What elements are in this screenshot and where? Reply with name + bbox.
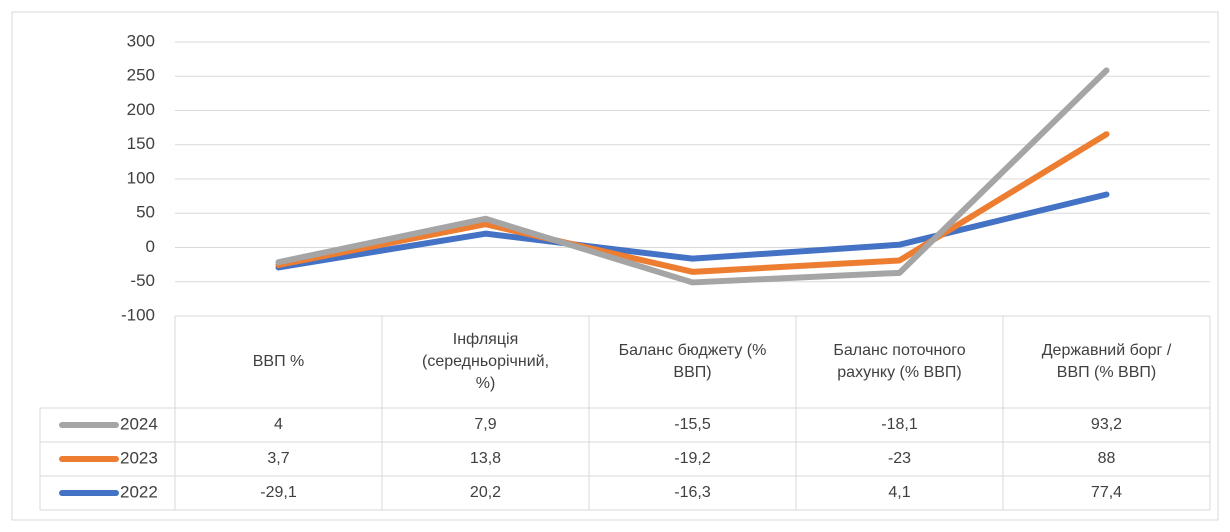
series-line [275,67,1110,286]
category-header: Баланс поточного рахунку (% ВВП) [796,316,1003,408]
legend-label: 2024 [120,414,158,433]
table-value-text: 7,9 [474,416,497,433]
table-value: -23 [796,442,1003,476]
table-value-text: 3,7 [267,450,290,467]
table-value: 3,7 [175,442,382,476]
table-value-text: 4,1 [888,484,911,501]
table-value: 13,8 [382,442,589,476]
table-value-text: -19,2 [674,450,711,467]
category-header-text: Баланс бюджету (% ВВП) [618,342,767,381]
table-value-text: -15,5 [674,416,711,433]
table-value: 20,2 [382,476,589,510]
table-value-text: 20,2 [469,484,502,501]
table-value-text: -23 [887,450,912,467]
chart-border [11,11,1219,521]
table-value: -19,2 [589,442,796,476]
category-header-text: Інфляція (середньорічний, %) [421,331,550,392]
legend-label: 2023 [120,448,158,467]
category-header: ВВП % [175,316,382,408]
category-header: Баланс бюджету (% ВВП) [589,316,796,408]
table-value: 7,9 [382,408,589,442]
table-value-text: -29,1 [260,484,297,501]
table-value: 4 [175,408,382,442]
table-value: -15,5 [589,408,796,442]
table-value: -16,3 [589,476,796,510]
y-tick-label: 300 [127,31,155,50]
table-value: 88 [1003,442,1210,476]
y-tick-label: -100 [121,305,155,324]
table-value: 4,1 [796,476,1003,510]
table-value-text: -18,1 [881,416,918,433]
y-tick-label: 0 [146,237,155,256]
table-value-text: 77,4 [1090,484,1123,501]
table-value: -18,1 [796,408,1003,442]
table-value-text: 93,2 [1090,416,1123,433]
table-value: -29,1 [175,476,382,510]
table-value: 93,2 [1003,408,1210,442]
category-header-text: Державний борг / ВВП (% ВВП) [1041,342,1172,381]
y-tick-label: 200 [127,100,155,119]
y-tick-label: 100 [127,168,155,187]
y-tick-label: -50 [130,271,155,290]
table-value-text: 88 [1097,450,1116,467]
series-line [275,131,1110,275]
category-header-text: Баланс поточного рахунку (% ВВП) [833,342,966,381]
y-tick-label: 150 [127,134,155,153]
table-value: 77,4 [1003,476,1210,510]
category-header: Державний борг / ВВП (% ВВП) [1003,316,1210,408]
table-value-text: 13,8 [469,450,502,467]
y-tick-label: 250 [127,66,155,85]
y-tick-label: 50 [136,203,155,222]
category-header: Інфляція (середньорічний, %) [382,316,589,408]
legend-label: 2022 [120,482,158,501]
category-header-text: ВВП % [252,353,305,370]
series-line [275,191,1110,271]
table-value-text: 4 [274,416,283,433]
table-value-text: -16,3 [674,484,711,501]
